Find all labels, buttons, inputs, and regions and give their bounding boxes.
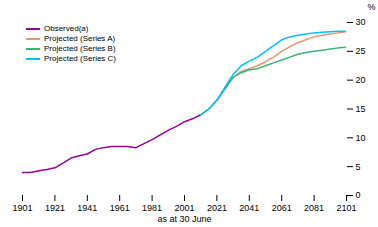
svg-text:1961: 1961	[110, 203, 130, 213]
svg-text:2081: 2081	[304, 203, 324, 213]
svg-text:%: %	[367, 2, 375, 12]
html-text:Projected (Series B): Projected (Series B)	[44, 44, 116, 53]
svg-text:15: 15	[356, 104, 366, 114]
svg-text:1941: 1941	[77, 203, 97, 213]
svg-text:1901: 1901	[12, 203, 32, 213]
svg-text:2101: 2101	[336, 203, 356, 213]
html-text:Projected (Series C): Projected (Series C)	[44, 54, 116, 63]
svg-text:5: 5	[356, 162, 361, 172]
svg-text:1981: 1981	[142, 203, 162, 213]
svg-text:as at 30 June: as at 30 June	[157, 214, 211, 224]
html-text:Projected (Series A): Projected (Series A)	[44, 34, 116, 43]
svg-text:25: 25	[356, 46, 366, 56]
svg-text:10: 10	[356, 133, 366, 143]
svg-text:0: 0	[356, 190, 361, 200]
svg-text:2061: 2061	[272, 203, 292, 213]
svg-text:2001: 2001	[174, 203, 194, 213]
svg-text:1921: 1921	[45, 203, 65, 213]
svg-text:30: 30	[356, 17, 366, 27]
svg-text:20: 20	[356, 75, 366, 85]
svg-text:2021: 2021	[207, 203, 227, 213]
html-text:Observed(a): Observed(a)	[44, 24, 89, 33]
svg-text:2041: 2041	[239, 203, 259, 213]
